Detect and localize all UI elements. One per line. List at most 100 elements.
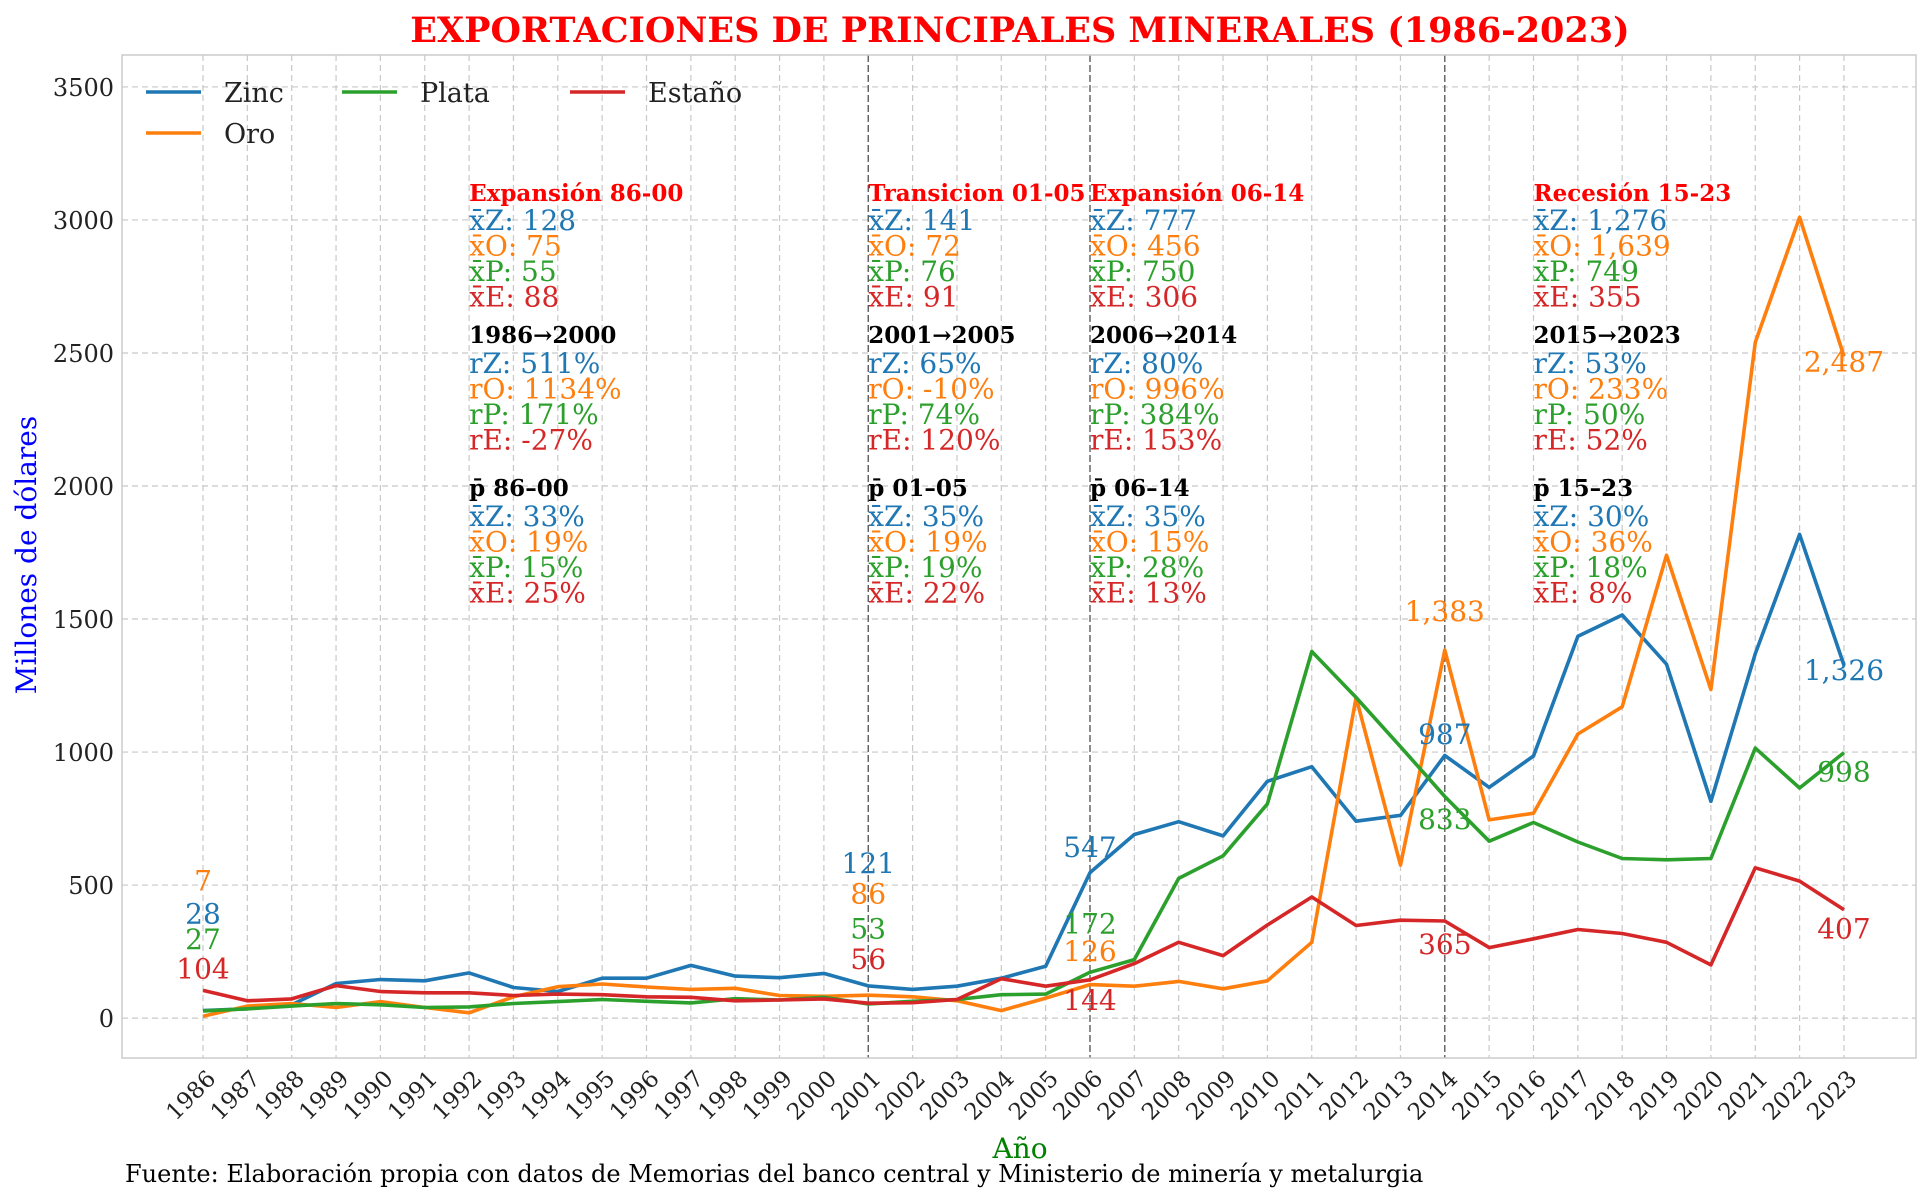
period-share: x̄O: 15%	[1090, 526, 1209, 559]
period-growth: rE: -27%	[469, 424, 593, 457]
period-growth: rO: 233%	[1534, 373, 1669, 406]
point-label: 1,383	[1405, 595, 1485, 628]
y-axis: 0 500 1000 1500 2000 2500 3000 3500	[53, 74, 114, 1033]
growth-title: 2015→2023	[1534, 322, 1681, 349]
legend-label: Oro	[224, 119, 275, 150]
point-label: 407	[1817, 912, 1870, 945]
period-mean: x̄O: 456	[1090, 230, 1201, 263]
period-mean: x̄P: 750	[1090, 255, 1195, 288]
legend: Zinc Oro Plata Estaño	[146, 78, 742, 150]
chart-title: EXPORTACIONES DE PRINCIPALES MINERALES (…	[410, 10, 1629, 51]
period-share: x̄Z: 35%	[1090, 500, 1206, 533]
period-mean: x̄O: 75	[469, 230, 562, 263]
point-label: 2,487	[1804, 346, 1884, 379]
period-growth: rZ: 80%	[1090, 347, 1203, 380]
point-label: 86	[850, 878, 886, 911]
period-growth: rZ: 53%	[1534, 347, 1647, 380]
point-label: 547	[1063, 831, 1116, 864]
y-tick-label: 0	[99, 1005, 114, 1033]
growth-title: 2001→2005	[868, 322, 1015, 349]
point-label: 998	[1817, 755, 1870, 788]
period-share: x̄P: 28%	[1090, 551, 1204, 584]
period-share: x̄P: 19%	[868, 551, 982, 584]
y-tick-label: 500	[68, 872, 114, 900]
period-share: x̄E: 13%	[1090, 577, 1207, 610]
series-line-oro	[202, 215, 1846, 1018]
growth-title: 1986→2000	[469, 322, 616, 349]
y-tick-label: 1500	[53, 606, 114, 634]
share-title: p̄ 86–00	[469, 475, 569, 502]
y-tick-label: 2500	[53, 340, 114, 368]
point-label: 28	[185, 898, 221, 931]
period-growth: rP: 50%	[1534, 398, 1646, 431]
period-growth: rP: 171%	[469, 398, 599, 431]
period-title: Expansión 86-00	[469, 180, 683, 207]
y-tick-label: 1000	[53, 739, 114, 767]
period-title: Recesión 15-23	[1534, 180, 1732, 207]
period-share: x̄O: 19%	[868, 526, 987, 559]
point-label: 987	[1418, 718, 1471, 751]
period-title: Transicion 01-05	[868, 180, 1085, 207]
period-growth: rP: 74%	[868, 398, 980, 431]
period-growth: rO: 1134%	[469, 373, 622, 406]
y-tick-label: 3500	[53, 74, 114, 102]
share-title: p̄ 15–23	[1534, 475, 1634, 502]
period-growth: rE: 52%	[1534, 424, 1648, 457]
period-mean: x̄E: 88	[469, 281, 559, 314]
period-mean: x̄Z: 128	[469, 204, 576, 237]
period-share: x̄Z: 35%	[868, 500, 984, 533]
series-line-zinc	[202, 532, 1846, 1013]
period-growth: rP: 384%	[1090, 398, 1220, 431]
period-growth: rO: 996%	[1090, 373, 1225, 406]
series-line-estano	[202, 865, 1845, 1006]
share-title: p̄ 01–05	[868, 475, 968, 502]
point-label: 172	[1063, 907, 1116, 940]
point-label: 365	[1418, 928, 1471, 961]
period-mean: x̄Z: 141	[868, 204, 975, 237]
y-tick-label: 3000	[53, 207, 114, 235]
period-mean: x̄E: 355	[1534, 281, 1642, 314]
period-mean: x̄O: 72	[868, 230, 961, 263]
period-share: x̄P: 15%	[469, 551, 583, 584]
share-title: p̄ 06–14	[1090, 475, 1190, 502]
period-growth: rO: -10%	[868, 373, 994, 406]
period-mean: x̄E: 91	[868, 281, 958, 314]
period-growth: rE: 153%	[1090, 424, 1222, 457]
point-label: 126	[1063, 935, 1116, 968]
series-line-plata	[202, 649, 1846, 1013]
period-growth: rZ: 65%	[868, 347, 981, 380]
series-lines	[202, 215, 1846, 1018]
source-note: Fuente: Elaboración propia con datos de …	[125, 1160, 1423, 1188]
point-label: 144	[1063, 984, 1116, 1017]
period-dividers	[867, 55, 1446, 1058]
legend-label: Estaño	[648, 78, 742, 109]
period-growth: rE: 120%	[868, 424, 1000, 457]
period-share: x̄O: 36%	[1534, 526, 1653, 559]
period-share: x̄O: 19%	[469, 526, 588, 559]
plot-frame	[121, 54, 1917, 1059]
y-axis-label: Millones de dólares	[10, 416, 43, 694]
growth-title: 2006→2014	[1090, 322, 1237, 349]
point-label: 56	[850, 943, 886, 976]
point-label: 104	[176, 953, 229, 986]
period-share: x̄Z: 33%	[469, 500, 585, 533]
period-mean: x̄P: 749	[1534, 255, 1639, 288]
point-label: 1,326	[1804, 654, 1884, 687]
period-share: x̄E: 25%	[469, 577, 586, 610]
legend-label: Zinc	[224, 78, 284, 109]
y-tick-label: 2000	[53, 473, 114, 501]
point-label: 27	[185, 923, 221, 956]
period-mean: x̄Z: 1,276	[1534, 204, 1668, 237]
point-label: 7	[194, 864, 212, 897]
point-label: 833	[1418, 803, 1471, 836]
point-label: 53	[850, 912, 886, 945]
period-growth: rZ: 511%	[469, 347, 600, 380]
period-share: x̄E: 22%	[868, 577, 985, 610]
period-mean: x̄P: 55	[469, 255, 557, 288]
legend-label: Plata	[420, 78, 490, 109]
point-label: 121	[842, 847, 895, 880]
x-axis-label: Año	[991, 1132, 1047, 1165]
